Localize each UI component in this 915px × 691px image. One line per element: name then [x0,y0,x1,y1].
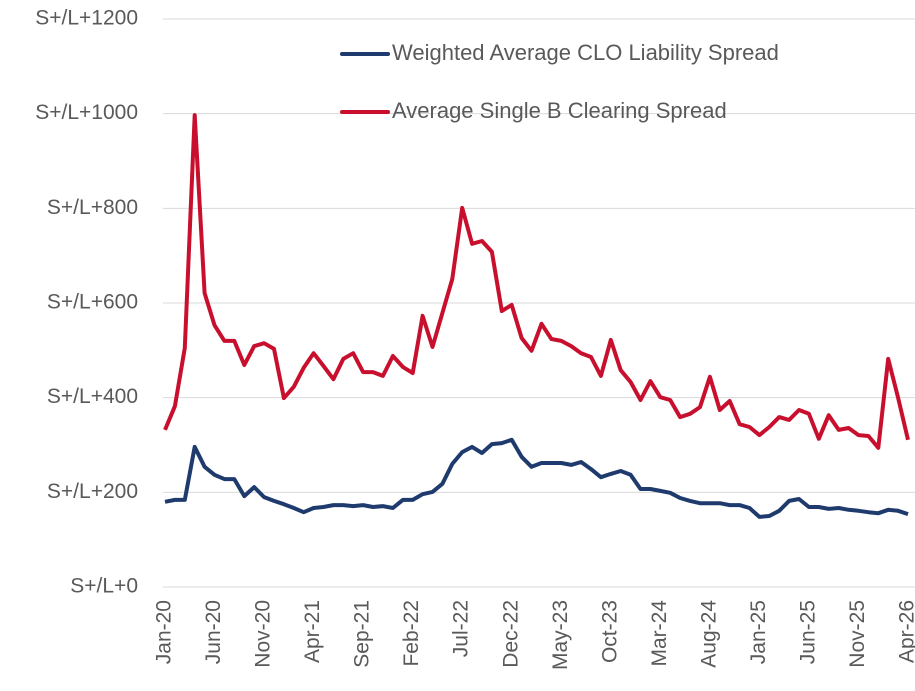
x-tick-label: Dec-22 [499,600,522,668]
x-tick-label: Nov-20 [252,600,275,668]
legend-swatch [340,52,390,56]
y-tick-label: S+/L+200 [47,480,138,503]
y-tick-label: S+/L+600 [47,291,138,314]
x-tick-label: Jun-20 [202,600,225,664]
x-tick-label: Oct-23 [598,600,621,663]
legend-swatch [340,110,390,114]
y-tick-label: S+/L+800 [47,196,138,219]
x-tick-label: Mar-24 [648,600,671,667]
series-line [164,437,909,519]
x-tick-label: May-23 [549,600,572,670]
x-tick-label: Jan-25 [747,600,770,664]
x-tick-label: Aug-24 [697,600,720,668]
series-line [163,113,910,450]
x-tick-label: Jul-22 [450,600,473,657]
legend-item: Weighted Average CLO Liability Spread [340,38,780,68]
y-tick-label: S+/L+0 [70,575,138,598]
x-tick-label: Sep-21 [351,600,374,668]
x-tick-label: Nov-25 [846,600,869,668]
legend: Weighted Average CLO Liability Spread Ave… [340,38,780,154]
x-tick-label: Apr-21 [301,600,324,663]
legend-label: Average Single B Clearing Spread [392,98,727,123]
y-tick-label: S+/L+1200 [35,7,138,30]
legend-item: Average Single B Clearing Spread [340,96,780,126]
x-tick-label: Jun-25 [796,600,819,664]
x-tick-label: Feb-22 [400,600,423,667]
y-tick-label: S+/L+400 [47,385,138,408]
x-tick-label: Apr-26 [896,600,915,663]
legend-label: Weighted Average CLO Liability Spread [392,40,779,65]
y-tick-label: S+/L+1000 [35,101,138,124]
x-tick-label: Jan-20 [153,600,176,664]
